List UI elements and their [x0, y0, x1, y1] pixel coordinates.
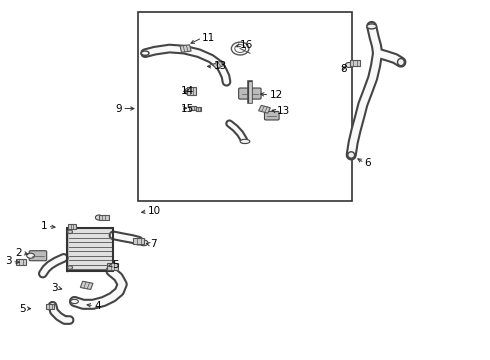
Text: 2: 2 [16, 248, 23, 258]
FancyBboxPatch shape [180, 45, 191, 52]
FancyBboxPatch shape [99, 215, 109, 220]
Ellipse shape [397, 59, 404, 66]
FancyBboxPatch shape [213, 61, 224, 69]
Ellipse shape [96, 215, 102, 220]
Bar [67, 228, 114, 271]
FancyBboxPatch shape [68, 224, 76, 229]
Text: 5: 5 [113, 260, 119, 270]
FancyBboxPatch shape [16, 259, 26, 265]
Text: 15: 15 [181, 104, 194, 113]
FancyBboxPatch shape [187, 87, 196, 95]
Bar [138, 12, 352, 202]
Text: 13: 13 [277, 107, 290, 116]
Ellipse shape [240, 139, 250, 144]
FancyBboxPatch shape [350, 60, 361, 66]
Ellipse shape [68, 266, 73, 269]
FancyBboxPatch shape [133, 238, 144, 244]
FancyBboxPatch shape [46, 304, 54, 309]
FancyBboxPatch shape [239, 88, 261, 99]
Text: 16: 16 [240, 40, 253, 50]
Text: 8: 8 [340, 64, 346, 74]
Text: 3: 3 [5, 256, 12, 266]
Text: 3: 3 [51, 283, 57, 293]
FancyBboxPatch shape [80, 281, 93, 289]
Text: 5: 5 [19, 303, 26, 314]
FancyBboxPatch shape [189, 106, 196, 110]
Text: 1: 1 [41, 221, 48, 231]
Ellipse shape [139, 240, 148, 246]
FancyBboxPatch shape [196, 108, 201, 111]
Text: 9: 9 [116, 104, 122, 113]
Text: 11: 11 [202, 33, 216, 43]
Ellipse shape [71, 299, 78, 303]
Ellipse shape [141, 51, 149, 55]
Ellipse shape [27, 253, 34, 258]
Text: 10: 10 [147, 206, 161, 216]
Text: 6: 6 [365, 158, 371, 168]
FancyBboxPatch shape [107, 263, 118, 270]
Ellipse shape [348, 152, 355, 158]
Text: 13: 13 [213, 62, 226, 71]
Text: 4: 4 [94, 301, 100, 311]
FancyBboxPatch shape [265, 111, 279, 120]
Text: 12: 12 [270, 90, 283, 100]
Bar [67, 228, 114, 271]
Ellipse shape [68, 230, 73, 234]
FancyBboxPatch shape [259, 105, 270, 113]
FancyBboxPatch shape [29, 251, 47, 261]
Text: 7: 7 [150, 239, 157, 249]
Ellipse shape [345, 63, 353, 67]
Ellipse shape [185, 89, 191, 94]
Ellipse shape [367, 24, 376, 29]
Text: 14: 14 [181, 86, 194, 96]
